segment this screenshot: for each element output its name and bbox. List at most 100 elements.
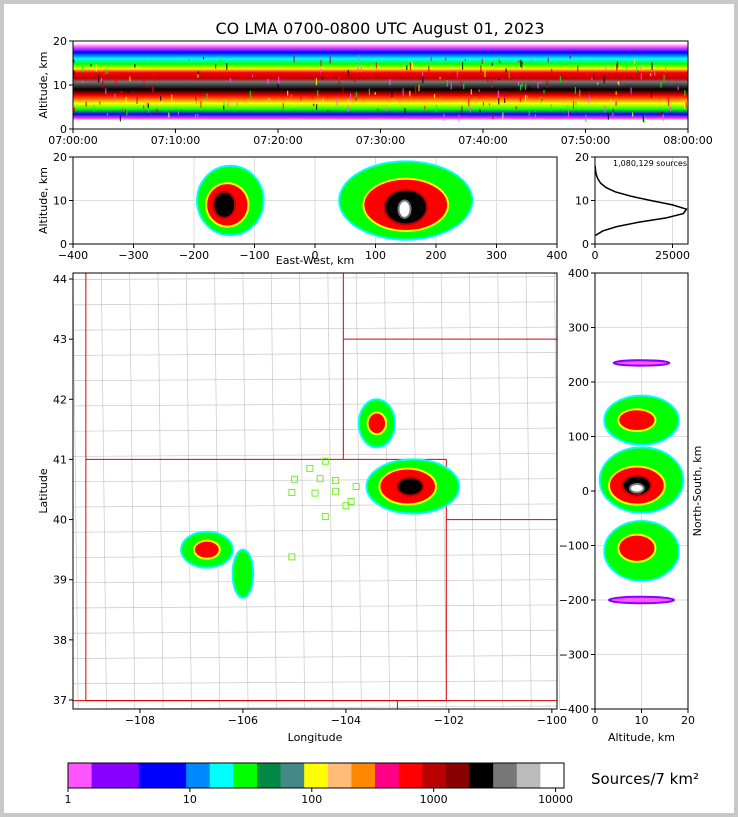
time-height-speckle [632,112,634,117]
altitude-north-south-panel: 0 10 20 −400 −300 −200 −100 0 100 200 300 400 Altitu… [559,267,704,744]
time-height-speckle [293,110,295,115]
hist-profile-line [594,165,688,236]
time-height-speckle [491,62,493,66]
map-y-tick-label: 40 [53,514,67,527]
time-height-speckle [106,113,109,116]
ans-y-tick-label: 0 [582,485,589,498]
time-height-speckle [662,114,664,121]
county-line [270,272,277,710]
time-height-speckle [603,75,605,84]
time-height-speckle [575,100,577,106]
time-height-speckle [336,97,338,106]
lma-station-marker [288,489,296,497]
time-height-y-tick-label: 20 [53,35,67,48]
time-height-speckle [597,82,599,85]
time-height-speckle [502,112,504,119]
time-height-y-tick-label: 0 [60,123,67,136]
map-y-tick-label: 39 [53,574,67,587]
time-height-speckle [428,65,430,72]
time-height-speckle [229,78,232,83]
time-height-speckle [450,81,452,90]
time-height-speckle [151,59,153,66]
time-height-speckle [379,113,381,117]
county-line [72,655,558,659]
time-height-speckle [223,105,225,110]
time-height-speckle [463,83,465,90]
time-height-speckle [567,109,570,117]
figure-svg: CO LMA 0700-0800 UTC August 01, 2023 07:… [37,19,713,806]
time-height-speckle [519,84,522,91]
time-height-speckle [508,70,510,79]
time-height-speckle [618,81,620,86]
figure-canvas: CO LMA 0700-0800 UTC August 01, 2023 07:… [4,4,734,813]
time-height-speckle [368,88,371,96]
colorbar-swatch [493,763,518,788]
time-height-speckle [683,103,686,109]
time-height-speckle [160,95,162,101]
time-height-speckle [660,112,662,115]
time-height-speckle [147,103,149,108]
map-x-tick-label: −106 [228,714,258,727]
ew-x-tick-label: −400 [58,249,88,262]
time-height-speckle [277,83,279,89]
time-height-speckle [660,82,662,88]
time-height-speckle [430,57,432,62]
ew-x-tick-label: 0 [312,249,319,262]
time-height-speckle [540,81,542,84]
county-line [72,301,558,306]
plan-view-map-panel: −108 −106 −104 −102 −100 37 38 39 40 41 42 43 44 Long… [37,272,567,744]
time-height-speckle [424,105,426,110]
time-height-speckle [418,84,420,92]
time-height-x-tick-label: 07:30:00 [356,134,405,147]
time-height-speckle [200,101,202,108]
altitude-histogram-panel: 1,080,129 sources 0 25000 0 10 20 [575,151,690,262]
time-height-speckle [540,96,542,103]
ans-y-tick-label: −400 [559,703,589,716]
time-height-speckle [492,112,494,120]
time-height-speckle [607,113,609,120]
time-height-speckle [572,101,575,109]
time-height-speckle [197,74,199,78]
time-height-speckle [73,70,75,76]
county-line [72,352,558,356]
time-height-speckle [114,76,116,82]
time-height-speckle [202,56,205,60]
time-height-speckle [195,96,197,105]
time-height-speckle [73,59,75,63]
time-height-speckle [630,92,632,97]
time-height-speckle [123,109,125,112]
ew-y-tick-label: 0 [60,238,67,251]
time-height-speckle [329,56,331,64]
time-height-speckle [124,109,127,115]
county-line [72,427,558,432]
time-height-speckle [122,109,124,112]
county-line [157,272,164,710]
time-height-speckle [215,64,217,69]
county-line [72,453,558,457]
time-height-speckle [385,108,388,112]
time-height-density-band [73,43,688,121]
time-height-speckle [642,114,644,122]
time-height-speckle [120,90,123,94]
colorbar-swatch [469,763,494,788]
time-height-speckle [278,76,280,84]
time-height-speckle [402,88,404,96]
time-height-speckle [107,69,109,74]
time-height-speckle [146,102,148,107]
lma-station-marker [316,475,324,483]
time-height-speckle [521,82,523,87]
time-height-speckle [534,114,536,118]
lightning-density-cell [193,539,221,560]
lma-station-marker [321,513,329,521]
time-height-speckle [640,66,642,69]
map-y-axis-label: Latitude [37,468,50,514]
lightning-density-cell [231,548,255,599]
time-height-speckle [143,105,145,109]
time-height-speckle [487,77,489,83]
time-height-speckles [73,55,687,123]
ans-density-cell [617,408,657,433]
time-height-speckle [460,80,462,86]
time-height-speckle [287,90,289,96]
time-height-speckle [654,70,656,76]
time-height-speckle [615,91,617,95]
